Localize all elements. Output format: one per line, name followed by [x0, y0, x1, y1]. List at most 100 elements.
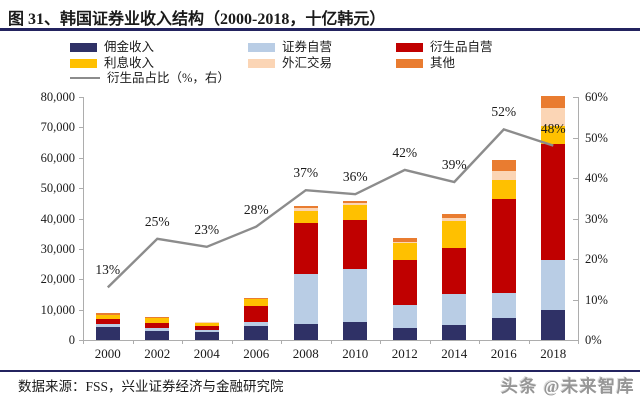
- x-axis-label-2018: 2018: [540, 346, 567, 361]
- bar-segment-interest-2000: [95, 315, 120, 320]
- bar-segment-securities_prop-2004: [194, 329, 219, 332]
- bar-segment-derivatives_prop-2014: [442, 247, 467, 294]
- bar-segment-other-2018: [541, 96, 566, 108]
- title-rule: [0, 28, 640, 31]
- data-label-2010: 36%: [342, 169, 368, 185]
- bar-segment-commission-2004: [194, 331, 219, 340]
- data-label-2018: 48%: [540, 120, 566, 136]
- y-axis-left-tick: [79, 218, 83, 220]
- y-axis-right-tick: [573, 340, 578, 341]
- x-axis-label-2000: 2000: [94, 346, 121, 361]
- bar-2000: [95, 312, 120, 340]
- bar-2014: [442, 213, 467, 340]
- bar-segment-other-2000: [95, 312, 120, 315]
- bar-segment-derivatives_prop-2010: [343, 219, 368, 270]
- bar-segment-derivatives_prop-2018: [541, 144, 566, 260]
- bar-segment-other-2006: [244, 297, 269, 299]
- legend-item-derivatives_prop: 衍生品自营: [396, 40, 493, 54]
- bar-segment-commission-2006: [244, 325, 269, 340]
- y-axis-left-label: 30,000: [40, 241, 75, 256]
- data-label-2016: 52%: [491, 104, 517, 120]
- data-label-2008: 37%: [293, 165, 319, 181]
- y-axis-left-label: 0: [68, 333, 75, 347]
- legend-item-derivatives_share: 衍生品占比（%，右）: [70, 71, 230, 85]
- x-axis-tick: [479, 340, 480, 344]
- bar-segment-derivatives_prop-2008: [293, 222, 318, 275]
- bar-segment-fx-2018: [541, 107, 566, 127]
- x-axis-label-2004: 2004: [193, 346, 220, 361]
- y-axis-left-label: 50,000: [40, 181, 75, 196]
- legend-swatch-interest: [70, 58, 97, 68]
- legend-label-derivatives_prop: 衍生品自营: [430, 40, 493, 54]
- data-label-2000: 13%: [95, 262, 121, 278]
- bar-segment-derivatives_prop-2016: [491, 199, 516, 293]
- legend-label-fx: 外汇交易: [282, 56, 333, 70]
- legend-swatch-derivatives_prop: [396, 42, 423, 52]
- legend-swatch-commission: [70, 42, 97, 52]
- bar-segment-commission-2012: [392, 327, 417, 340]
- bar-segment-interest-2006: [244, 299, 269, 306]
- y-axis-left-tick: [79, 127, 83, 129]
- y-axis-right-label: 0%: [585, 333, 602, 347]
- x-axis-tick: [380, 340, 381, 344]
- data-label-2014: 39%: [441, 157, 467, 173]
- legend-item-other: 其他: [396, 56, 455, 70]
- bar-segment-fx-2016: [491, 170, 516, 180]
- x-axis-label-2010: 2010: [342, 346, 369, 361]
- x-axis-label-2012: 2012: [391, 346, 418, 361]
- bar-segment-securities_prop-2008: [293, 274, 318, 325]
- bar-segment-commission-2000: [95, 327, 120, 340]
- x-axis-tick: [83, 340, 84, 344]
- x-axis-tick: [231, 340, 233, 344]
- y-axis-right-label: 20%: [585, 252, 608, 266]
- x-axis-label-2016: 2016: [490, 346, 517, 361]
- legend-label-commission: 佣金收入: [104, 40, 155, 54]
- bar-segment-securities_prop-2000: [95, 323, 120, 328]
- data-label-2012: 42%: [392, 144, 418, 160]
- y-axis-right-line: [578, 97, 579, 340]
- y-axis-left-tick: [79, 309, 83, 311]
- bar-2004: [194, 321, 219, 340]
- derivatives-share-line: [106, 128, 554, 289]
- bar-segment-commission-2008: [293, 324, 318, 340]
- bar-segment-interest-2008: [293, 210, 318, 223]
- bar-segment-other-2016: [491, 160, 516, 171]
- y-axis-left-tick: [79, 188, 83, 190]
- legend-label-securities_prop: 证券自营: [282, 40, 333, 54]
- bar-segment-securities_prop-2006: [244, 322, 269, 326]
- y-axis-left-tick: [79, 279, 83, 281]
- bar-2016: [491, 160, 516, 340]
- bar-segment-commission-2002: [145, 330, 170, 340]
- x-axis-tick: [281, 340, 282, 344]
- legend-swatch-other: [396, 58, 423, 68]
- legend-label-derivatives_share: 衍生品占比（%，右）: [107, 71, 230, 85]
- bar-segment-interest-2004: [194, 322, 219, 327]
- bar-segment-commission-2014: [442, 325, 467, 340]
- y-axis-right-tick: [573, 259, 578, 260]
- y-axis-left-tick: [79, 97, 83, 98]
- bar-2012: [392, 237, 417, 340]
- bar-segment-interest-2016: [491, 179, 516, 200]
- legend-item-fx: 外汇交易: [248, 56, 332, 70]
- y-axis-right-tick: [573, 137, 578, 139]
- bar-segment-securities_prop-2012: [392, 305, 417, 328]
- y-axis-left-label: 70,000: [40, 120, 75, 135]
- y-axis-right-tick: [573, 97, 578, 98]
- x-axis-tick: [330, 340, 332, 344]
- x-axis-tick: [429, 340, 431, 344]
- y-axis-left-label: 60,000: [40, 150, 75, 165]
- bar-segment-commission-2018: [541, 309, 566, 340]
- bar-segment-interest-2012: [392, 243, 417, 261]
- y-axis-left-label: 80,000: [40, 90, 75, 104]
- y-axis-right-tick: [573, 299, 578, 301]
- data-label-2006: 28%: [243, 201, 269, 217]
- legend-label-interest: 利息收入: [104, 56, 155, 70]
- y-axis-left-label: 20,000: [40, 272, 75, 287]
- legend-item-interest: 利息收入: [70, 56, 154, 70]
- bar-2002: [145, 316, 170, 340]
- footer-rule: [0, 370, 640, 372]
- bar-segment-fx-2000: [95, 314, 120, 316]
- y-axis-right-label: 30%: [585, 211, 608, 226]
- bar-segment-commission-2016: [491, 318, 516, 340]
